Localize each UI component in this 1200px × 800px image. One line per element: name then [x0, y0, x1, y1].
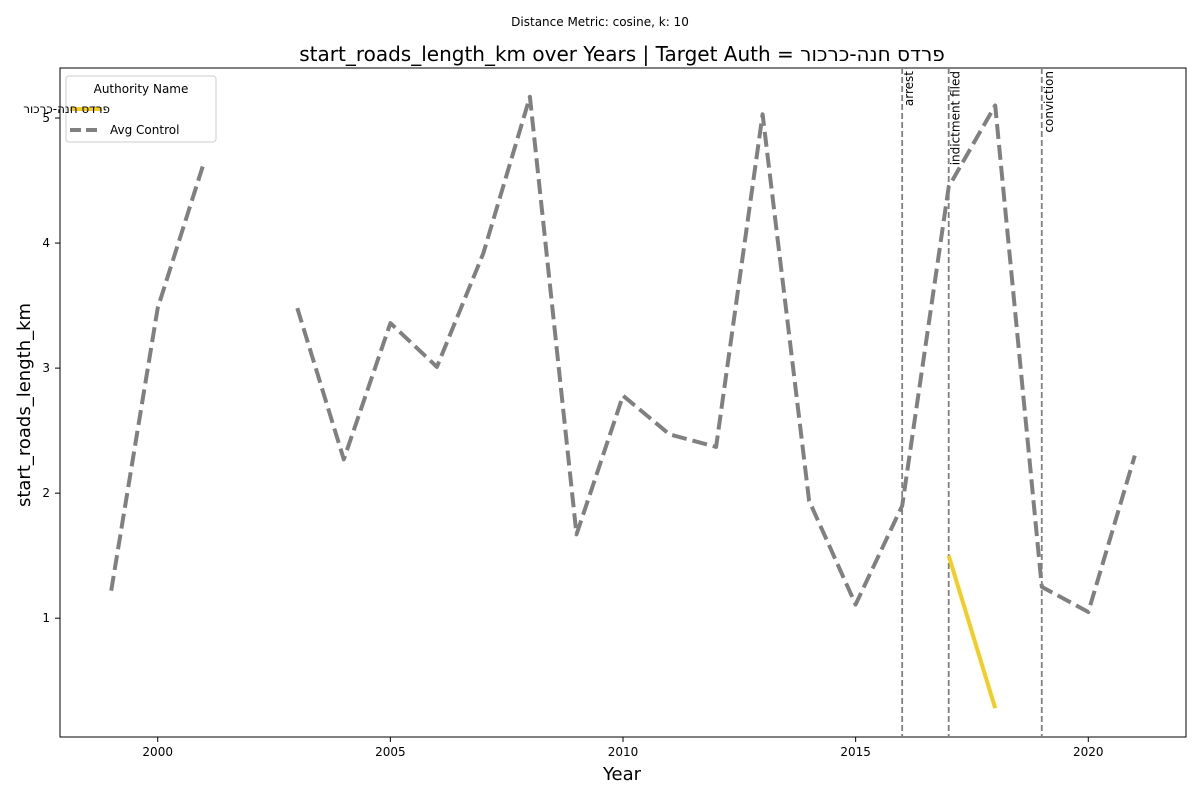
x-axis: 2000 2005 2010 2015 2020 — [142, 737, 1104, 759]
event-markers: arrest indictment filed conviction — [901, 68, 1056, 737]
event-label-2: conviction — [1042, 71, 1056, 133]
chart-title: start_roads_length_km over Years | Targe… — [299, 42, 944, 66]
legend: Authority Name פרדס חנה-כרכור Avg Contro… — [23, 75, 217, 143]
x-tick-label-2005: 2005 — [375, 745, 406, 759]
x-tick-label-2020: 2020 — [1073, 745, 1104, 759]
x-tick-label-2015: 2015 — [840, 745, 871, 759]
x-axis-label: Year — [602, 764, 642, 785]
x-tick-label-2000: 2000 — [142, 745, 173, 759]
y-tick-label-4: 4 — [42, 236, 50, 250]
legend-box — [65, 75, 217, 143]
series-line-1-0 — [109, 161, 207, 592]
series-layer — [109, 94, 1137, 709]
y-tick-label-5: 5 — [42, 111, 50, 125]
legend-label-avg-control: Avg Control — [110, 123, 179, 137]
y-axis-label: start_roads_length_km — [14, 303, 35, 507]
y-tick-label-3: 3 — [42, 361, 50, 375]
series-line-0-0 — [946, 555, 998, 709]
plot-area — [59, 67, 1187, 738]
y-tick-label-1: 1 — [42, 611, 50, 625]
event-label-0: arrest — [902, 71, 916, 106]
series-line-1-1 — [295, 94, 1137, 614]
y-tick-label-2: 2 — [42, 486, 50, 500]
legend-label-target: פרדס חנה-כרכור — [23, 102, 110, 116]
x-tick-label-2010: 2010 — [608, 745, 639, 759]
legend-title: Authority Name — [94, 82, 189, 96]
y-axis: 1 2 3 4 5 — [42, 111, 60, 625]
chart-suptitle: Distance Metric: cosine, k: 10 — [511, 15, 689, 29]
event-label-1: indictment filed — [949, 71, 963, 165]
